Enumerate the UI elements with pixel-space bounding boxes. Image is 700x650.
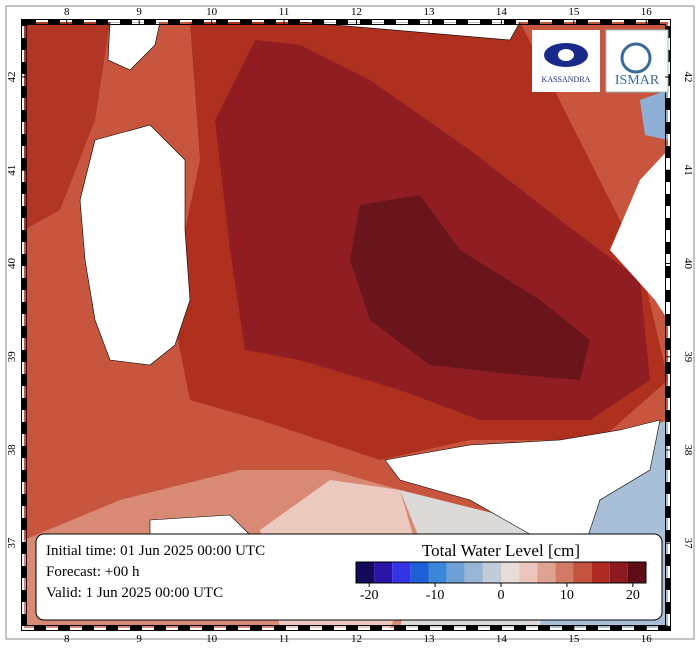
lat-label: 41	[682, 165, 694, 176]
logos: KASSANDRA ISMAR	[532, 29, 669, 93]
lon-label: 11	[279, 633, 290, 645]
colorbar-box	[591, 562, 610, 583]
colorbar-box	[573, 562, 592, 583]
land-sicily	[384, 419, 661, 561]
lon-label: 16	[641, 6, 653, 18]
colorbar-box	[410, 562, 429, 583]
frame-dash	[21, 19, 671, 631]
colorbar-box	[519, 562, 538, 583]
lon-label: 12	[351, 633, 362, 645]
colorbar-tick-label: -20	[360, 588, 379, 603]
land-sardinia	[79, 124, 191, 366]
colorbar-box	[555, 562, 574, 583]
colorbar-box	[627, 562, 646, 583]
lon-label: 9	[136, 6, 142, 18]
legend-panel	[35, 533, 663, 621]
land-corsica	[107, 22, 161, 71]
colorbar-tick-label: 10	[560, 588, 574, 603]
lon-label: 8	[64, 633, 70, 645]
logo-text: KASSANDRA	[542, 75, 591, 84]
axes: 8 8 9 9 10 10 11 11 12 12 13 13 14 14 15 15 16 16 37 37 38 38…	[6, 6, 694, 645]
colorbar-box	[537, 562, 556, 583]
lon-label: 10	[206, 6, 218, 18]
info-initial: Initial time: 01 Jun 2025 00:00 UTC	[46, 543, 265, 559]
lat-label: 42	[6, 72, 18, 83]
lat-label: 39	[682, 351, 694, 363]
lon-label: 14	[496, 6, 508, 18]
info-valid: Valid: 1 Jun 2025 00:00 UTC	[46, 585, 223, 601]
sea-zone	[640, 90, 668, 140]
logo-box	[605, 29, 669, 93]
lon-label: 15	[568, 6, 580, 18]
outer-border	[5, 5, 695, 640]
colorbar-title: Total Water Level [cm]	[422, 541, 580, 560]
lon-label: 16	[641, 633, 653, 645]
lat-label: 37	[682, 538, 694, 550]
lat-label: 40	[682, 258, 694, 270]
colorbar-box	[609, 562, 628, 583]
lon-label: 14	[496, 633, 508, 645]
lat-label: 38	[6, 444, 18, 456]
lon-label: 12	[351, 6, 362, 18]
lat-label: 41	[6, 165, 18, 176]
colorbar-box	[446, 562, 465, 583]
frame	[26, 24, 666, 626]
colorbar-box	[464, 562, 483, 583]
lon-label: 13	[423, 633, 435, 645]
colorbar-box	[374, 562, 393, 583]
lon-label: 13	[423, 6, 435, 18]
lon-label: 11	[279, 6, 290, 18]
colorbar-box	[428, 562, 447, 583]
land-italy	[299, 22, 521, 41]
logo-eye	[558, 49, 574, 61]
info-forecast: Forecast: +00 h	[46, 564, 140, 580]
lat-label: 37	[6, 537, 18, 549]
colorbar-box	[501, 562, 520, 583]
colorbar-box	[482, 562, 501, 583]
colorbar: -20 -10 0 10 20	[355, 561, 647, 603]
lon-label: 8	[64, 6, 70, 18]
colorbar-tick-label: 0	[498, 588, 505, 603]
sea-zone	[24, 22, 110, 230]
lon-label: 10	[206, 633, 218, 645]
colorbar-tick-label: -10	[426, 588, 445, 603]
lat-label: 38	[682, 444, 694, 456]
lat-label: 39	[6, 351, 18, 363]
colorbar-box	[392, 562, 411, 583]
logo-text: ISMAR	[615, 73, 660, 88]
lat-label: 40	[6, 257, 18, 269]
logo-mark	[620, 42, 652, 74]
frame	[21, 19, 671, 631]
lat-label: 42	[682, 72, 694, 83]
sea-zone	[350, 195, 590, 380]
land-calabria	[610, 150, 668, 320]
lon-label: 9	[136, 633, 142, 645]
colorbar-box	[356, 562, 375, 583]
lon-label: 15	[568, 633, 580, 645]
colorbar-tick-label: 20	[626, 588, 640, 603]
